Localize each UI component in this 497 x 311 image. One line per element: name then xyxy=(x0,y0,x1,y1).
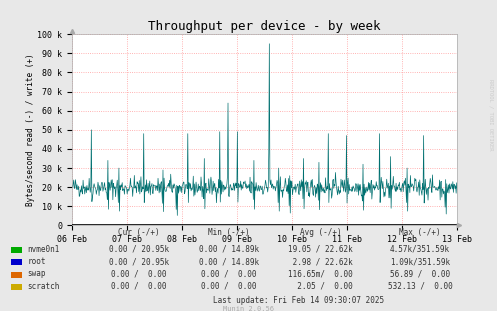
Text: 0.00 / 20.95k: 0.00 / 20.95k xyxy=(109,257,169,266)
Title: Throughput per device - by week: Throughput per device - by week xyxy=(149,20,381,33)
Text: 0.00 / 20.95k: 0.00 / 20.95k xyxy=(109,245,169,253)
Text: 0.00 /  0.00: 0.00 / 0.00 xyxy=(201,270,256,278)
Text: Avg (-/+): Avg (-/+) xyxy=(300,228,341,237)
Text: swap: swap xyxy=(27,270,46,278)
Text: Min (-/+): Min (-/+) xyxy=(208,228,249,237)
Text: 4.57k/351.59k: 4.57k/351.59k xyxy=(390,245,450,253)
Text: 0.00 /  0.00: 0.00 / 0.00 xyxy=(111,282,167,291)
Text: 0.00 /  0.00: 0.00 / 0.00 xyxy=(201,282,256,291)
Text: 1.09k/351.59k: 1.09k/351.59k xyxy=(390,257,450,266)
Text: 2.05 /  0.00: 2.05 / 0.00 xyxy=(288,282,353,291)
Text: 0.00 / 14.89k: 0.00 / 14.89k xyxy=(199,245,258,253)
Text: 532.13 /  0.00: 532.13 / 0.00 xyxy=(388,282,452,291)
Text: RRDTOOL / TOBI OETIKER: RRDTOOL / TOBI OETIKER xyxy=(489,79,494,151)
Text: Last update: Fri Feb 14 09:30:07 2025: Last update: Fri Feb 14 09:30:07 2025 xyxy=(213,296,384,305)
Text: 19.05 / 22.62k: 19.05 / 22.62k xyxy=(288,245,353,253)
Text: Cur (-/+): Cur (-/+) xyxy=(118,228,160,237)
Text: scratch: scratch xyxy=(27,282,60,291)
Text: 0.00 /  0.00: 0.00 / 0.00 xyxy=(111,270,167,278)
Text: root: root xyxy=(27,257,46,266)
Text: 2.98 / 22.62k: 2.98 / 22.62k xyxy=(288,257,353,266)
Y-axis label: Bytes/second read (-) / write (+): Bytes/second read (-) / write (+) xyxy=(25,53,35,206)
Text: 56.89 /  0.00: 56.89 / 0.00 xyxy=(390,270,450,278)
Text: nvme0n1: nvme0n1 xyxy=(27,245,60,253)
Text: 116.65m/  0.00: 116.65m/ 0.00 xyxy=(288,270,353,278)
Text: 0.00 / 14.89k: 0.00 / 14.89k xyxy=(199,257,258,266)
Text: Max (-/+): Max (-/+) xyxy=(399,228,441,237)
Text: Munin 2.0.56: Munin 2.0.56 xyxy=(223,305,274,311)
